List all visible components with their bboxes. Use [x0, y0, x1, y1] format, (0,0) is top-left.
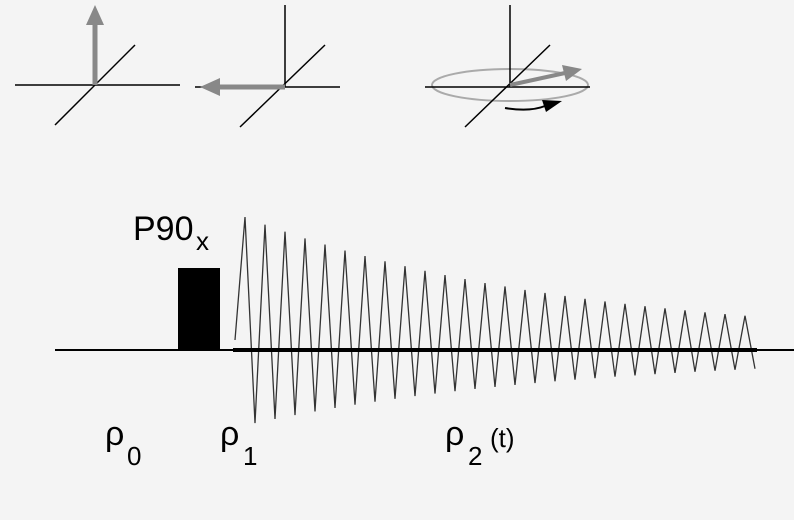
rho-subscript: 0 [127, 441, 141, 471]
pulse-label: P90 [133, 210, 194, 248]
rho-subscript: 1 [243, 441, 257, 471]
rho-symbol: ρ [445, 415, 464, 453]
page: P90 x ρ 0 ρ 1 ρ 2 (t) (() => { const dat… [0, 0, 794, 520]
rho-symbol: ρ [105, 415, 124, 453]
pulse-subscript: x [196, 226, 209, 256]
rho-argument: (t) [490, 423, 515, 453]
rho-subscript: 2 [468, 441, 482, 471]
pulse-block [178, 268, 220, 350]
rho-symbol: ρ [220, 415, 239, 453]
diagram: P90 x ρ 0 ρ 1 ρ 2 (t) [0, 0, 794, 520]
